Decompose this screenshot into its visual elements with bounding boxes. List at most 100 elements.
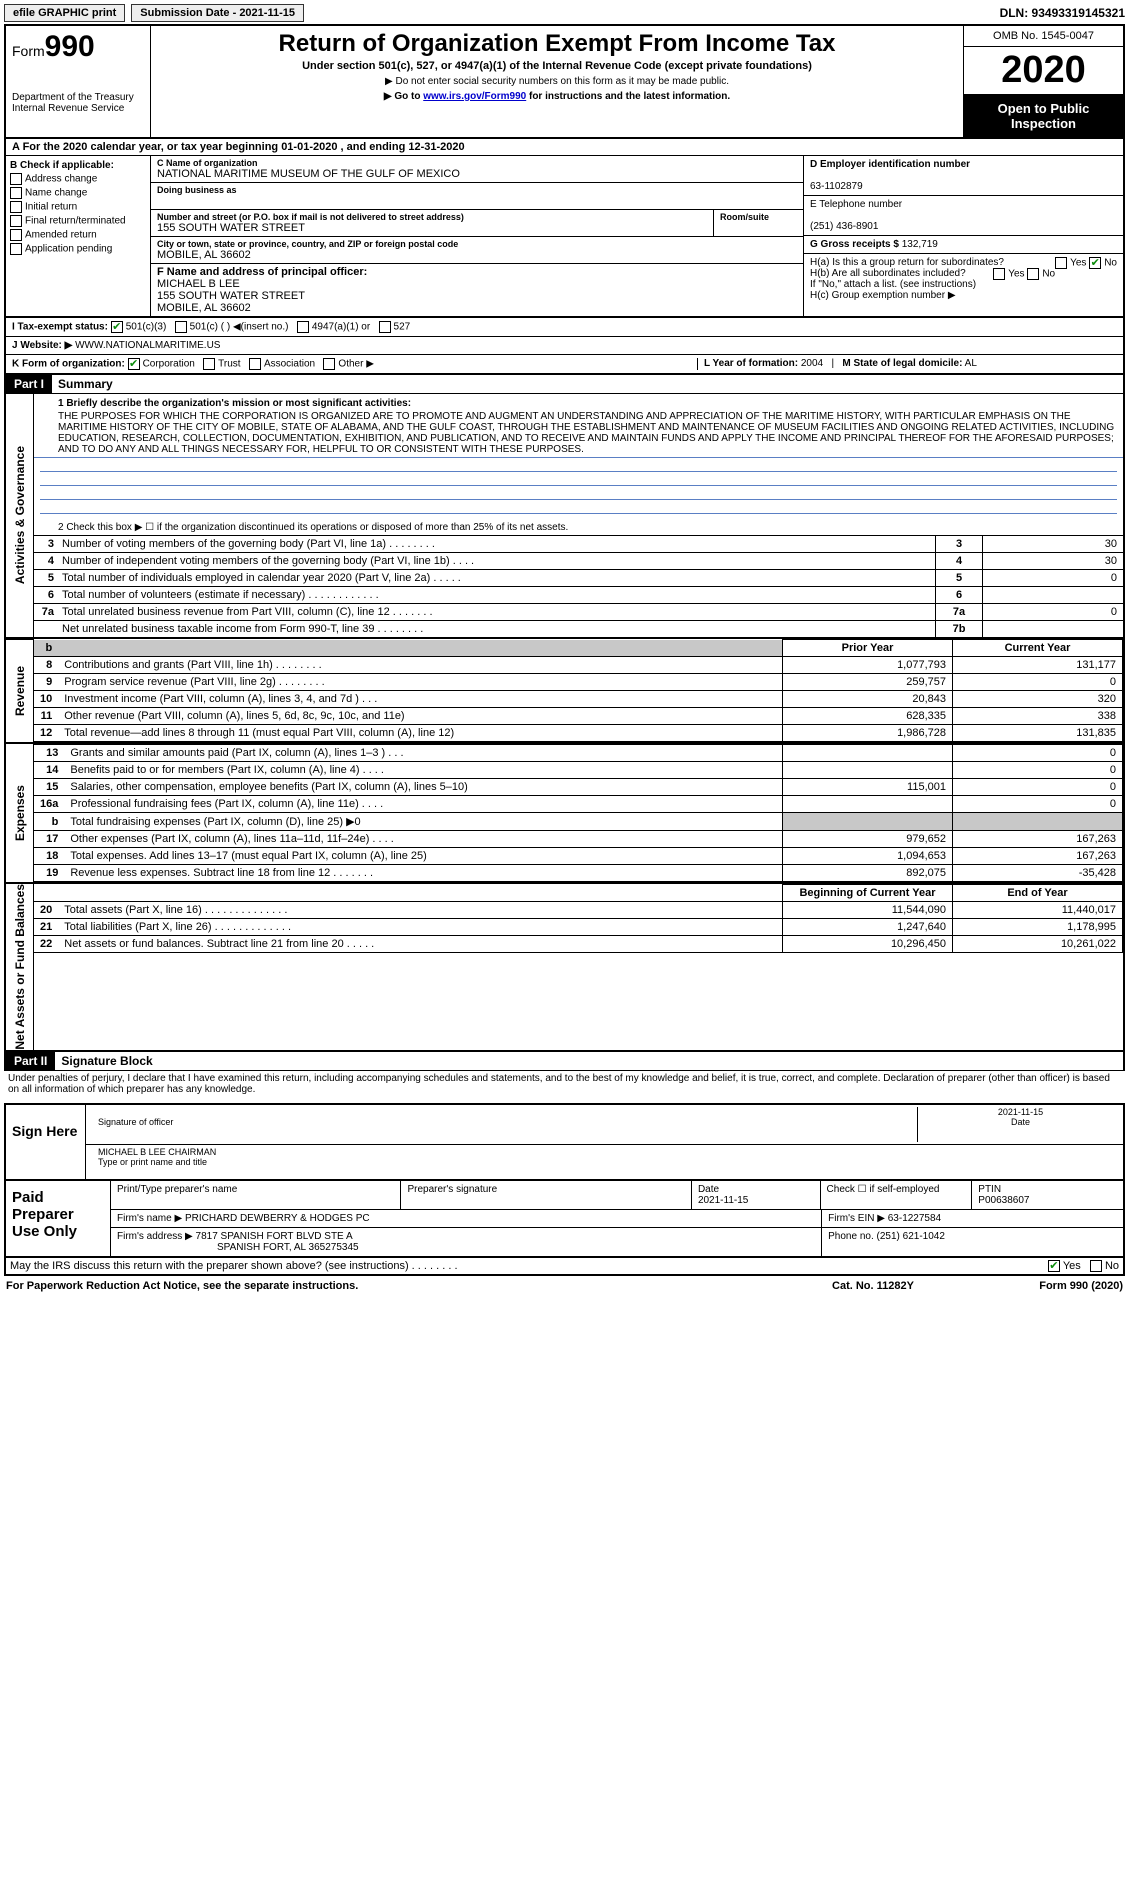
hc-label: H(c) Group exemption number ▶ (810, 290, 956, 301)
table-row: 13Grants and similar amounts paid (Part … (34, 745, 1123, 762)
summary-row: 7aTotal unrelated business revenue from … (34, 603, 1123, 620)
sign-block: Sign Here Signature of officer 2021-11-1… (4, 1103, 1125, 1181)
table-row: 21Total liabilities (Part X, line 26) . … (34, 919, 1123, 936)
vtab-expenses: Expenses (6, 744, 34, 882)
sign-here: Sign Here (6, 1105, 86, 1179)
mission-text: THE PURPOSES FOR WHICH THE CORPORATION I… (34, 411, 1123, 458)
org-city: MOBILE, AL 36602 (157, 249, 797, 261)
summary-row: 4Number of independent voting members of… (34, 552, 1123, 569)
room-label: Room/suite (720, 212, 797, 222)
officer-addr: 155 SOUTH WATER STREET (157, 290, 305, 302)
summary-row: 3Number of voting members of the governi… (34, 535, 1123, 552)
table-row: 11Other revenue (Part VIII, column (A), … (34, 708, 1123, 725)
vtab-activities: Activities & Governance (6, 394, 34, 637)
year-formation-label: L Year of formation: (704, 358, 798, 369)
part2-header: Part IISignature Block (4, 1052, 1125, 1071)
table-row: 9Program service revenue (Part VIII, lin… (34, 674, 1123, 691)
form-prefix: Form (12, 43, 45, 59)
col-end-year: End of Year (953, 885, 1123, 902)
revenue-table: b Prior Year Current Year 8Contributions… (34, 639, 1123, 742)
form-org-label: K Form of organization: (12, 359, 125, 370)
preparer-block: Paid Preparer Use Only Print/Type prepar… (4, 1181, 1125, 1258)
vtab-netassets: Net Assets or Fund Balances (6, 884, 34, 1050)
sig-officer-label: Signature of officer (98, 1117, 173, 1127)
summary-row: 6Total number of volunteers (estimate if… (34, 586, 1123, 603)
table-row: 8Contributions and grants (Part VIII, li… (34, 657, 1123, 674)
firm-addr: 7817 SPANISH FORT BLVD STE A (196, 1231, 353, 1242)
org-name: NATIONAL MARITIME MUSEUM OF THE GULF OF … (157, 168, 797, 180)
submission-date-btn[interactable]: Submission Date - 2021-11-15 (131, 4, 304, 22)
tax-status-label: I Tax-exempt status: (12, 322, 108, 333)
dept-label: Department of the Treasury (12, 92, 144, 103)
officer-name: MICHAEL B LEE (157, 278, 240, 290)
ein-label: D Employer identification number (810, 159, 970, 170)
line1-label: 1 Briefly describe the organization's mi… (58, 398, 411, 409)
firm-phone: (251) 621-1042 (877, 1231, 945, 1242)
irs-label: Internal Revenue Service (12, 103, 144, 114)
dba-label: Doing business as (157, 185, 797, 195)
summary-row: 5Total number of individuals employed in… (34, 569, 1123, 586)
table-row: bTotal fundraising expenses (Part IX, co… (34, 813, 1123, 831)
penalties-text: Under penalties of perjury, I declare th… (4, 1071, 1125, 1097)
period-row: A For the 2020 calendar year, or tax yea… (4, 139, 1125, 156)
table-row: 17Other expenses (Part IX, column (A), l… (34, 831, 1123, 848)
part1-header: Part ISummary (4, 375, 1125, 394)
year-formation: 2004 (801, 358, 823, 369)
netassets-table: Beginning of Current Year End of Year 20… (34, 884, 1123, 953)
paperwork-notice: For Paperwork Reduction Act Notice, see … (6, 1280, 783, 1292)
form-header: Form990 Department of the Treasury Inter… (4, 24, 1125, 139)
box-b-label: B Check if applicable: (10, 160, 114, 171)
col-prior-year: Prior Year (783, 640, 953, 657)
summary-row: Net unrelated business taxable income fr… (34, 620, 1123, 637)
org-name-label: C Name of organization (157, 158, 797, 168)
ssn-note: ▶ Do not enter social security numbers o… (157, 76, 957, 87)
dln-label: DLN: 93493319145321 (1000, 6, 1125, 20)
ha-label: H(a) Is this a group return for subordin… (810, 257, 1004, 268)
ein-value: 63-1102879 (810, 181, 863, 192)
officer-label: F Name and address of principal officer: (157, 266, 367, 278)
goto-note: ▶ Go to www.irs.gov/Form990 for instruct… (157, 91, 957, 102)
domicile: AL (965, 358, 977, 369)
form-subtitle: Under section 501(c), 527, or 4947(a)(1)… (157, 60, 957, 72)
efile-label: efile GRAPHIC print (4, 4, 125, 22)
discuss-row: May the IRS discuss this return with the… (4, 1258, 1125, 1276)
col-current-year: Current Year (953, 640, 1123, 657)
tax-year: 2020 (964, 47, 1123, 95)
phone-value: (251) 436-8901 (810, 221, 878, 232)
gross-value: 132,719 (902, 239, 938, 250)
table-row: 16aProfessional fundraising fees (Part I… (34, 796, 1123, 813)
box-b: B Check if applicable: Address change Na… (6, 156, 151, 316)
table-row: 15Salaries, other compensation, employee… (34, 779, 1123, 796)
col-begin-year: Beginning of Current Year (783, 885, 953, 902)
line2-label: 2 Check this box ▶ ☐ if the organization… (34, 514, 1123, 535)
box-d-g: D Employer identification number 63-1102… (803, 156, 1123, 316)
website-label: J Website: ▶ (12, 340, 72, 351)
phone-label: E Telephone number (810, 199, 902, 210)
paid-preparer-label: Paid Preparer Use Only (6, 1181, 111, 1256)
cat-no: Cat. No. 11282Y (783, 1280, 963, 1292)
table-row: 22Net assets or fund balances. Subtract … (34, 936, 1123, 953)
hb-note: If "No," attach a list. (see instruction… (810, 279, 976, 290)
addr-label: Number and street (or P.O. box if mail i… (157, 212, 707, 222)
firm-ein: 63-1227584 (888, 1213, 941, 1224)
ptin: P00638607 (978, 1195, 1029, 1206)
irs-link[interactable]: www.irs.gov/Form990 (423, 91, 526, 102)
table-row: 12Total revenue—add lines 8 through 11 (… (34, 725, 1123, 742)
website-value: WWW.NATIONALMARITIME.US (75, 340, 220, 351)
box-c: C Name of organization NATIONAL MARITIME… (151, 156, 803, 316)
expenses-table: 13Grants and similar amounts paid (Part … (34, 744, 1123, 882)
table-row: 10Investment income (Part VIII, column (… (34, 691, 1123, 708)
gross-label: G Gross receipts $ (810, 239, 899, 250)
form-number: 990 (45, 30, 95, 63)
domicile-label: M State of legal domicile: (842, 358, 962, 369)
table-row: 20Total assets (Part X, line 16) . . . .… (34, 902, 1123, 919)
table-row: 18Total expenses. Add lines 13–17 (must … (34, 848, 1123, 865)
table-row: 19Revenue less expenses. Subtract line 1… (34, 865, 1123, 882)
form-title: Return of Organization Exempt From Incom… (157, 30, 957, 58)
city-label: City or town, state or province, country… (157, 239, 797, 249)
sig-date: 2021-11-15 (998, 1107, 1043, 1117)
open-inspection: Open to Public Inspection (964, 95, 1123, 137)
table-row: 14Benefits paid to or for members (Part … (34, 762, 1123, 779)
hb-label: H(b) Are all subordinates included? (810, 268, 966, 279)
firm-name: PRICHARD DEWBERRY & HODGES PC (185, 1213, 370, 1224)
